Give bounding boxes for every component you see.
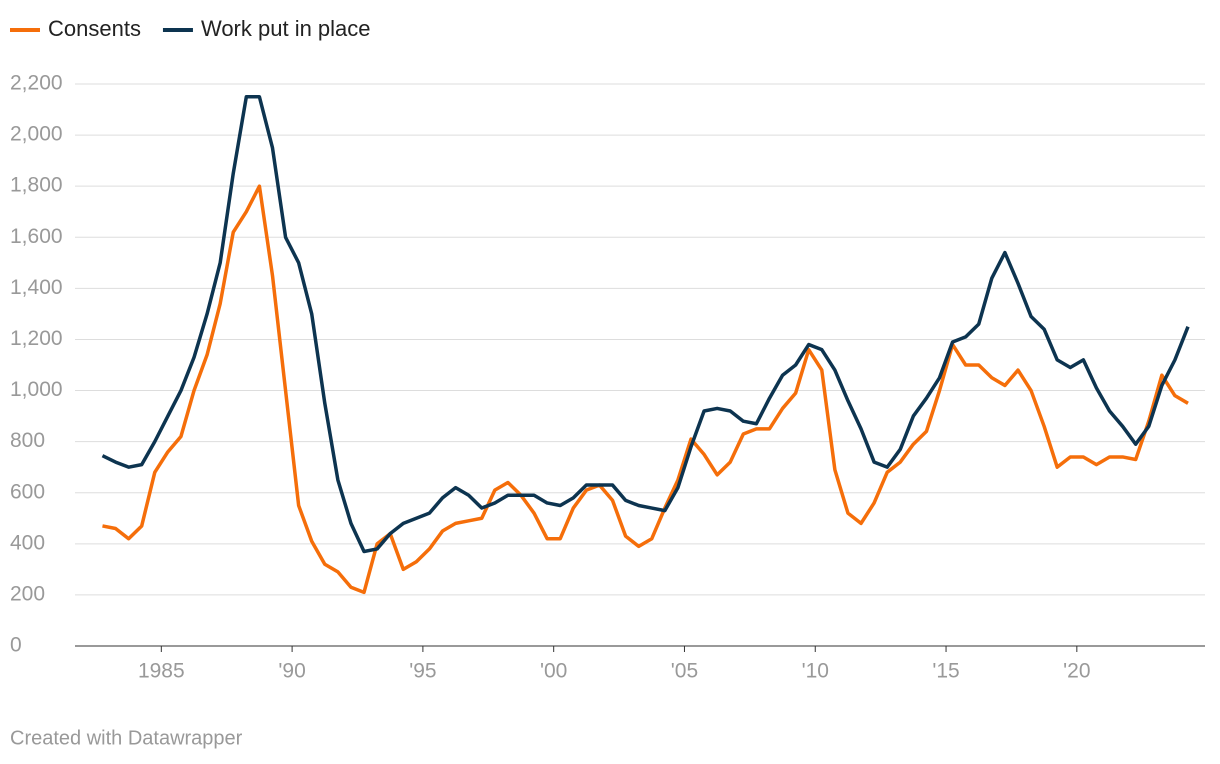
credit: Created with Datawrapper xyxy=(10,727,243,749)
x-tick-label: '15 xyxy=(932,660,959,683)
x-tick-label: '05 xyxy=(671,660,698,683)
y-tick-label: 1,200 xyxy=(10,327,63,350)
x-tick-label: 1985 xyxy=(138,660,185,683)
y-tick-label: 1,000 xyxy=(10,378,63,401)
y-tick-label: 2,200 xyxy=(10,72,63,95)
y-tick-label: 200 xyxy=(10,582,45,605)
x-tick-label: '95 xyxy=(409,660,436,683)
y-tick-label: 600 xyxy=(10,480,45,503)
y-tick-label: 2,000 xyxy=(10,123,63,146)
y-tick-label: 1,800 xyxy=(10,174,63,197)
y-tick-label: 1,400 xyxy=(10,276,63,299)
y-tick-label: 800 xyxy=(10,429,45,452)
x-tick-label: '00 xyxy=(540,660,567,683)
y-tick-label: 1,600 xyxy=(10,225,63,248)
legend-label: Consents xyxy=(48,16,141,41)
x-tick-label: '20 xyxy=(1063,660,1090,683)
legend-label: Work put in place xyxy=(201,16,371,41)
x-tick-label: '90 xyxy=(278,660,305,683)
x-tick-label: '10 xyxy=(802,660,829,683)
y-tick-label: 0 xyxy=(10,634,22,657)
y-tick-label: 400 xyxy=(10,531,45,554)
series-line xyxy=(101,95,1190,554)
series-line xyxy=(102,184,1189,595)
